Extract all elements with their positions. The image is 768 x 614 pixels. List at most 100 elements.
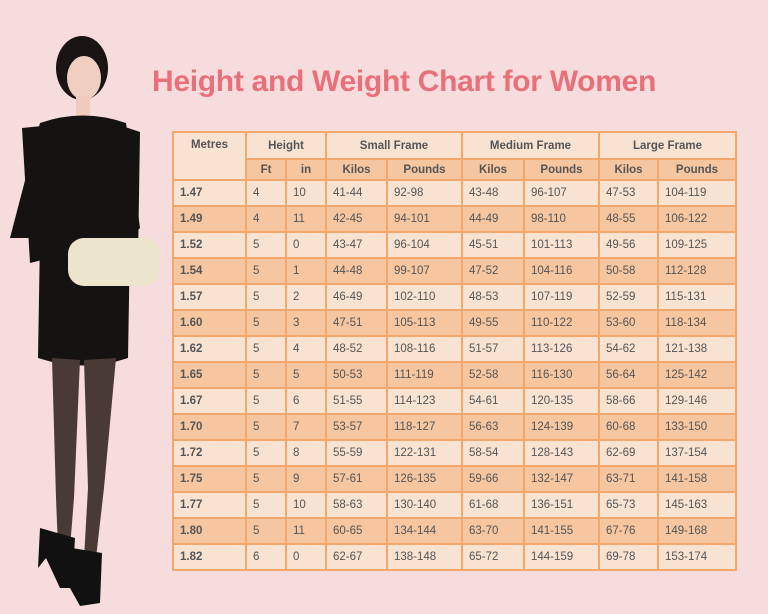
cell-metres: 1.65 <box>172 361 247 389</box>
cell-large-kilos: 60-68 <box>598 413 659 441</box>
cell-large-pounds: 133-150 <box>657 413 737 441</box>
cell-metres: 1.57 <box>172 283 247 311</box>
cell-large-kilos: 65-73 <box>598 491 659 519</box>
cell-medium-pounds: 110-122 <box>523 309 600 337</box>
header-large-frame: Large Frame <box>598 131 737 160</box>
cell-medium-kilos: 48-53 <box>461 283 525 311</box>
cell-large-pounds: 115-131 <box>657 283 737 311</box>
cell-metres: 1.49 <box>172 205 247 233</box>
cell-large-pounds: 137-154 <box>657 439 737 467</box>
table-row: 1.65 5 5 50-53 111-119 52-58 116-130 56-64 125-1… <box>172 361 737 389</box>
cell-large-kilos: 62-69 <box>598 439 659 467</box>
cell-small-kilos: 48-52 <box>325 335 388 363</box>
cell-small-pounds: 99-107 <box>386 257 463 285</box>
cell-in: 10 <box>285 491 327 519</box>
table-row: 1.60 5 3 47-51 105-113 49-55 110-122 53-60 118-1… <box>172 309 737 337</box>
cell-in: 9 <box>285 465 327 493</box>
cell-in: 11 <box>285 517 327 545</box>
subheader-large-pounds: Pounds <box>657 158 737 181</box>
cell-ft: 5 <box>245 517 287 545</box>
cell-small-kilos: 51-55 <box>325 387 388 415</box>
cell-medium-kilos: 52-58 <box>461 361 525 389</box>
cell-small-kilos: 60-65 <box>325 517 388 545</box>
cell-large-kilos: 47-53 <box>598 179 659 207</box>
cell-medium-kilos: 49-55 <box>461 309 525 337</box>
subheader-small-kilos: Kilos <box>325 158 388 181</box>
cell-ft: 6 <box>245 543 287 571</box>
cell-large-kilos: 67-76 <box>598 517 659 545</box>
cell-medium-pounds: 124-139 <box>523 413 600 441</box>
header-small-frame: Small Frame <box>325 131 463 160</box>
cell-medium-pounds: 116-130 <box>523 361 600 389</box>
cell-medium-pounds: 96-107 <box>523 179 600 207</box>
cell-medium-pounds: 141-155 <box>523 517 600 545</box>
cell-large-kilos: 58-66 <box>598 387 659 415</box>
cell-small-pounds: 114-123 <box>386 387 463 415</box>
cell-large-pounds: 141-158 <box>657 465 737 493</box>
cell-large-pounds: 106-122 <box>657 205 737 233</box>
cell-metres: 1.47 <box>172 179 247 207</box>
cell-medium-kilos: 63-70 <box>461 517 525 545</box>
subheader-medium-kilos: Kilos <box>461 158 525 181</box>
cell-metres: 1.75 <box>172 465 247 493</box>
cell-small-pounds: 126-135 <box>386 465 463 493</box>
header-medium-frame: Medium Frame <box>461 131 600 160</box>
table-row: 1.82 6 0 62-67 138-148 65-72 144-159 69-78 153-1… <box>172 543 737 571</box>
cell-metres: 1.70 <box>172 413 247 441</box>
cell-large-kilos: 56-64 <box>598 361 659 389</box>
cell-metres: 1.54 <box>172 257 247 285</box>
table-row: 1.52 5 0 43-47 96-104 45-51 101-113 49-56 109-12… <box>172 231 737 259</box>
cell-small-pounds: 122-131 <box>386 439 463 467</box>
cell-medium-kilos: 51-57 <box>461 335 525 363</box>
cell-in: 8 <box>285 439 327 467</box>
cell-medium-kilos: 43-48 <box>461 179 525 207</box>
cell-small-kilos: 55-59 <box>325 439 388 467</box>
cell-in: 10 <box>285 179 327 207</box>
table-row: 1.54 5 1 44-48 99-107 47-52 104-116 50-58 112-12… <box>172 257 737 285</box>
subheader-in: in <box>285 158 327 181</box>
cell-small-kilos: 44-48 <box>325 257 388 285</box>
table-row: 1.77 5 10 58-63 130-140 61-68 136-151 65-73 145-… <box>172 491 737 519</box>
cell-ft: 5 <box>245 361 287 389</box>
cell-in: 1 <box>285 257 327 285</box>
cell-ft: 5 <box>245 257 287 285</box>
cell-medium-pounds: 107-119 <box>523 283 600 311</box>
table-row: 1.75 5 9 57-61 126-135 59-66 132-147 63-71 141-1… <box>172 465 737 493</box>
cell-in: 11 <box>285 205 327 233</box>
cell-in: 0 <box>285 543 327 571</box>
cell-ft: 5 <box>245 231 287 259</box>
cell-large-kilos: 53-60 <box>598 309 659 337</box>
subheader-medium-pounds: Pounds <box>523 158 600 181</box>
cell-small-pounds: 92-98 <box>386 179 463 207</box>
cell-ft: 5 <box>245 283 287 311</box>
cell-in: 3 <box>285 309 327 337</box>
cell-medium-pounds: 120-135 <box>523 387 600 415</box>
cell-metres: 1.60 <box>172 309 247 337</box>
cell-small-kilos: 50-53 <box>325 361 388 389</box>
subheader-ft: Ft <box>245 158 287 181</box>
page-title: Height and Weight Chart for Women <box>152 65 656 98</box>
cell-large-pounds: 118-134 <box>657 309 737 337</box>
cell-ft: 4 <box>245 205 287 233</box>
cell-medium-kilos: 45-51 <box>461 231 525 259</box>
cell-metres: 1.67 <box>172 387 247 415</box>
cell-small-pounds: 118-127 <box>386 413 463 441</box>
cell-medium-pounds: 132-147 <box>523 465 600 493</box>
cell-small-kilos: 42-45 <box>325 205 388 233</box>
cell-small-kilos: 62-67 <box>325 543 388 571</box>
cell-small-pounds: 96-104 <box>386 231 463 259</box>
cell-small-kilos: 57-61 <box>325 465 388 493</box>
cell-in: 4 <box>285 335 327 363</box>
cell-in: 6 <box>285 387 327 415</box>
cell-ft: 5 <box>245 335 287 363</box>
header-metres: Metres <box>172 131 247 181</box>
cell-large-kilos: 48-55 <box>598 205 659 233</box>
subheader-large-kilos: Kilos <box>598 158 659 181</box>
cell-ft: 5 <box>245 413 287 441</box>
header-height: Height <box>245 131 327 160</box>
cell-small-kilos: 43-47 <box>325 231 388 259</box>
cell-in: 2 <box>285 283 327 311</box>
cell-in: 5 <box>285 361 327 389</box>
cell-large-pounds: 104-119 <box>657 179 737 207</box>
cell-metres: 1.82 <box>172 543 247 571</box>
